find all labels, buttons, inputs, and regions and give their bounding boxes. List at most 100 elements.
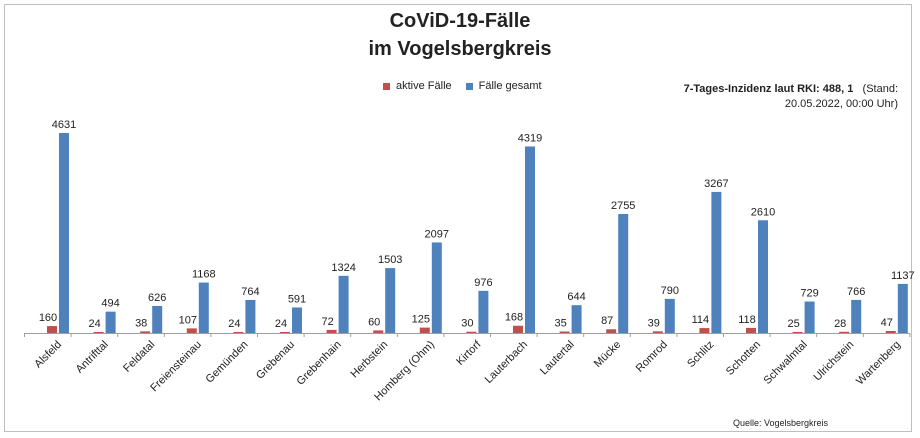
label-active-12: 87 — [601, 315, 613, 327]
bar-total-6 — [338, 275, 349, 333]
label-active-6: 72 — [321, 316, 333, 328]
bar-total-7 — [385, 268, 396, 333]
bar-total-4 — [245, 300, 256, 333]
bar-active-15 — [746, 327, 756, 333]
label-total-5: 591 — [288, 293, 306, 305]
label-active-15: 118 — [738, 314, 756, 326]
label-total-7: 1503 — [378, 254, 402, 266]
category-label-14: Schlitz — [685, 339, 716, 370]
bar-active-18 — [885, 330, 896, 333]
bar-active-14 — [699, 328, 710, 333]
bar-active-0 — [47, 326, 57, 333]
legend-label-total: Fälle gesamt — [478, 80, 542, 92]
bar-total-0 — [59, 133, 69, 333]
incidence-value: 7-Tages-Inzidenz laut RKI: 488, 1 — [683, 83, 854, 95]
bar-total-14 — [711, 191, 722, 333]
legend-swatch-total — [465, 82, 473, 90]
bar-active-3 — [186, 328, 197, 333]
chart-frame — [4, 4, 912, 432]
bar-active-11 — [559, 331, 570, 333]
label-total-6: 1324 — [331, 262, 355, 274]
label-total-12: 2755 — [611, 200, 635, 212]
label-active-18: 47 — [881, 317, 893, 329]
bar-total-1 — [105, 311, 116, 333]
bar-total-15 — [758, 220, 768, 333]
bar-active-5 — [280, 331, 290, 333]
category-label-16: Schwalmtal — [761, 339, 809, 387]
bar-total-8 — [431, 242, 442, 333]
bar-active-16 — [792, 331, 803, 333]
category-label-10: Lauterbach — [483, 339, 530, 386]
label-active-11: 35 — [554, 317, 566, 329]
label-total-11: 644 — [567, 291, 585, 303]
label-total-8: 2097 — [425, 228, 449, 240]
legend-swatch-active — [383, 82, 390, 90]
label-total-9: 976 — [474, 277, 492, 289]
label-active-7: 60 — [368, 316, 380, 328]
bar-active-17 — [839, 331, 850, 333]
label-active-17: 28 — [834, 318, 846, 330]
label-active-14: 114 — [692, 314, 710, 326]
bar-total-9 — [478, 290, 489, 333]
bar-total-11 — [571, 305, 582, 333]
chart-subtitle: im Vogelsbergkreis — [368, 38, 552, 60]
category-label-11: Lautertal — [538, 339, 577, 378]
bar-active-8 — [419, 327, 430, 333]
label-total-0: 4631 — [52, 119, 76, 131]
category-label-15: Schotten — [724, 339, 763, 378]
label-total-2: 626 — [148, 292, 166, 304]
label-active-9: 30 — [461, 318, 473, 330]
category-label-4: Gemünden — [204, 339, 251, 386]
label-total-1: 494 — [101, 298, 119, 310]
label-active-10: 168 — [505, 312, 523, 324]
incidence-note: 7-Tages-Inzidenz laut RKI: 488, 1 (Stand… — [638, 82, 898, 112]
label-active-0: 160 — [39, 312, 57, 324]
category-label-7: Herbstein — [349, 339, 391, 381]
category-label-0: Alsfeld — [32, 339, 64, 371]
label-active-16: 25 — [787, 318, 799, 330]
bar-total-2 — [152, 305, 163, 333]
legend-label-active: aktive Fälle — [396, 80, 452, 92]
label-total-3: 1168 — [192, 269, 216, 281]
bar-active-2 — [140, 331, 151, 333]
bar-active-13 — [652, 331, 663, 333]
label-total-4: 764 — [241, 286, 259, 298]
label-active-3: 107 — [179, 314, 197, 326]
bar-active-1 — [93, 331, 104, 333]
bar-total-16 — [804, 301, 815, 333]
category-label-18: Wartenberg — [854, 339, 903, 388]
category-label-12: Mücke — [592, 339, 623, 370]
bar-active-7 — [373, 330, 384, 333]
category-label-13: Romrod — [634, 339, 670, 375]
category-label-1: Antrifttal — [74, 339, 111, 376]
incidence-stand: (Stand: — [862, 83, 898, 95]
bar-active-9 — [466, 331, 477, 333]
label-total-14: 3267 — [704, 178, 728, 190]
bar-total-12 — [618, 214, 629, 333]
source-note: Quelle: Vogelsbergkreis — [733, 418, 829, 428]
label-active-13: 39 — [648, 317, 660, 329]
incidence-date: 20.05.2022, 00:00 Uhr) — [784, 98, 898, 110]
bar-total-17 — [851, 299, 862, 333]
category-label-9: Kirtorf — [454, 338, 484, 368]
bar-active-6 — [326, 329, 337, 333]
bar-total-18 — [897, 283, 908, 333]
label-total-17: 766 — [847, 286, 865, 298]
bar-total-10 — [525, 146, 535, 333]
bar-active-10 — [513, 325, 523, 333]
chart-legend: aktive Fälle Fälle gesamt — [383, 80, 542, 92]
bar-active-12 — [606, 329, 617, 333]
label-active-5: 24 — [275, 318, 287, 330]
label-active-1: 24 — [88, 318, 100, 330]
label-total-15: 2610 — [751, 206, 775, 218]
bar-total-13 — [664, 298, 675, 333]
chart-title: CoViD-19-Fälle — [389, 10, 531, 32]
bar-total-5 — [292, 307, 302, 333]
label-active-4: 24 — [228, 318, 240, 330]
label-total-18: 1137 — [891, 270, 915, 282]
category-label-2: Feldatal — [121, 339, 157, 375]
category-label-5: Grebenau — [254, 339, 297, 382]
label-total-16: 729 — [800, 288, 818, 300]
label-total-13: 790 — [661, 285, 679, 297]
